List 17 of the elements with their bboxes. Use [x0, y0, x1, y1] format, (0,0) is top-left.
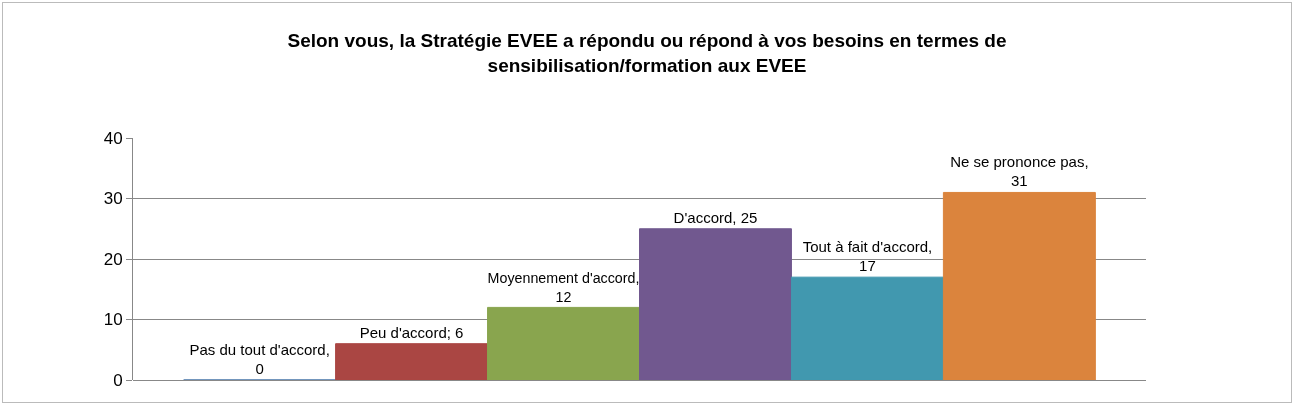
- y-tick-label: 0: [113, 370, 123, 390]
- y-tick-label: 40: [103, 128, 123, 148]
- y-tick-label: 10: [103, 310, 123, 330]
- chart-title: Selon vous, la Stratégie EVEE a répondu ou répond à vos besoins en termes de sensibilisation/formation aux EVEE: [287, 29, 1007, 76]
- bar: [487, 306, 640, 380]
- data-label: Tout à fait d'accord, 17: [802, 237, 933, 275]
- data-label: Moyennement d'accord, 12: [487, 269, 640, 305]
- y-tick-label: 30: [103, 189, 123, 209]
- bar: [942, 191, 1096, 380]
- bar: [639, 228, 792, 380]
- data-label: Peu d'accord; 6: [359, 323, 464, 341]
- bar: [335, 343, 489, 380]
- data-label: D'accord, 25: [673, 208, 758, 226]
- data-label: Ne se prononce pas, 31: [950, 152, 1089, 190]
- y-tick-label: 20: [103, 249, 123, 269]
- data-label: Pas du tout d'accord, 0: [189, 340, 330, 377]
- bar: [790, 276, 944, 380]
